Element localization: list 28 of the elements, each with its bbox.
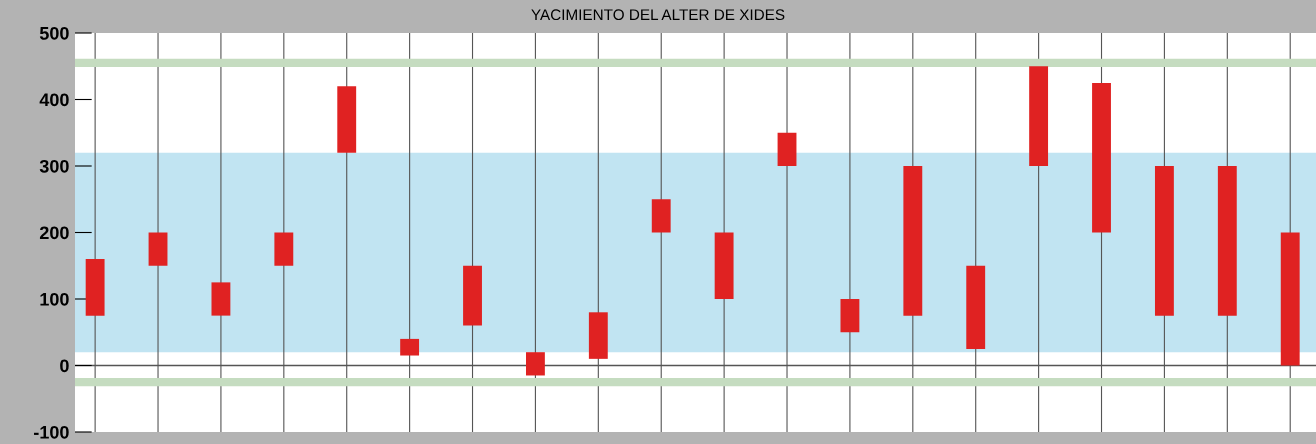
bar: [777, 132, 797, 166]
chart-title: YACIMIENTO DEL ALTER DE XIDES: [531, 9, 785, 21]
y-tick-label: 0: [60, 359, 69, 373]
bar: [588, 312, 608, 359]
bar: [525, 352, 545, 376]
bar: [211, 282, 231, 316]
y-tick-label: 100: [40, 292, 69, 306]
bar: [400, 338, 420, 356]
y-tick-label: 400: [39, 93, 69, 107]
bar: [1029, 66, 1049, 166]
bar: [903, 166, 923, 316]
bar: [966, 265, 986, 349]
bar: [274, 232, 294, 266]
bar: [463, 265, 482, 326]
bar: [1154, 166, 1174, 316]
bar: [651, 199, 671, 233]
bar: [1217, 166, 1237, 316]
y-tick-label: 200: [39, 226, 69, 240]
y-tick-label: 300: [39, 159, 69, 173]
bar: [840, 299, 860, 333]
y-tick-label: -100: [34, 425, 69, 439]
bar: [1280, 232, 1300, 366]
bar: [337, 86, 357, 153]
bar: [1092, 82, 1111, 233]
y-tick-label: 500: [39, 26, 69, 40]
bar: [85, 259, 105, 316]
bar: [714, 232, 734, 299]
bar: [148, 232, 168, 266]
